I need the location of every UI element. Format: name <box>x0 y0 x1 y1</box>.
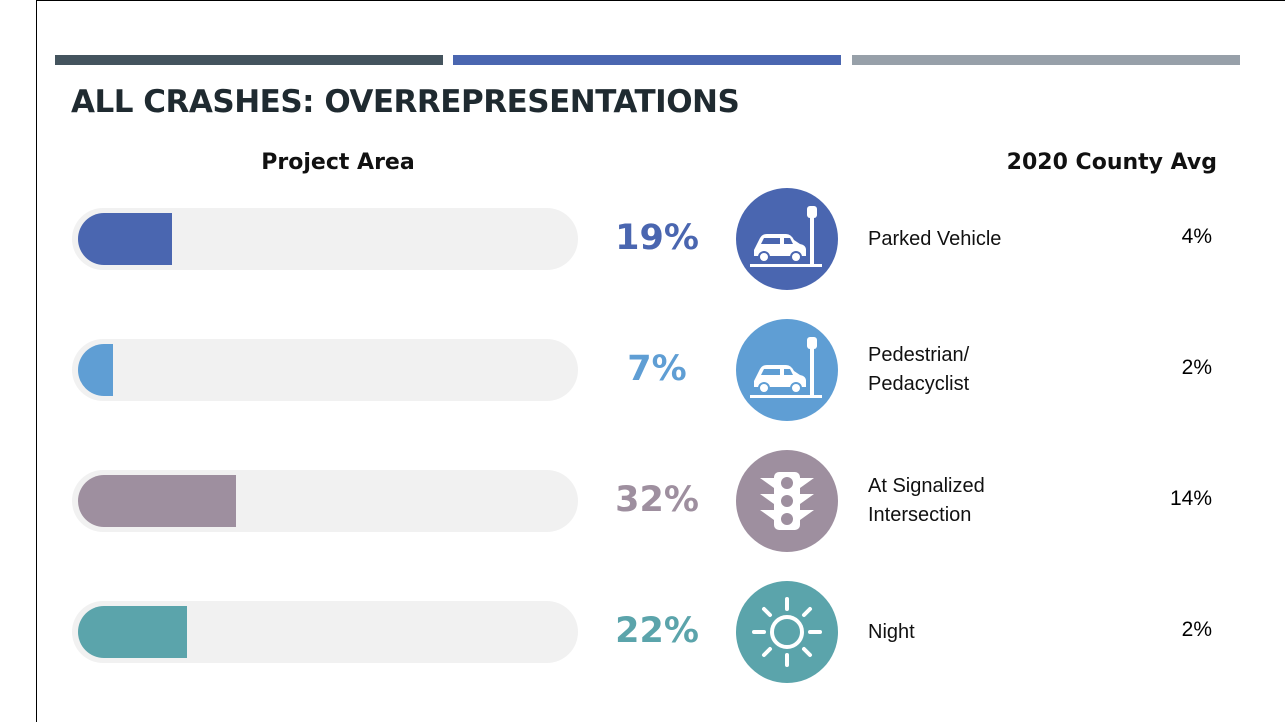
county-value: 14% <box>1169 487 1212 510</box>
bar <box>78 213 172 265</box>
value-label: 22% <box>615 611 699 651</box>
category-icon <box>736 188 838 290</box>
category-icon <box>736 319 838 421</box>
slide <box>36 0 1285 722</box>
chart-title: ALL CRASHES: OVERREPRESENTATIONS <box>71 84 740 120</box>
county-value: 2% <box>1181 356 1212 379</box>
category-icon <box>736 450 838 552</box>
value-label: 32% <box>615 480 699 520</box>
category-icon <box>736 581 838 683</box>
category-label: Pedestrian/ Pedacyclist <box>868 344 970 395</box>
county-value: 4% <box>1181 225 1212 248</box>
bar <box>78 475 237 527</box>
top-band <box>453 55 841 65</box>
top-band <box>852 55 1240 65</box>
county-value: 2% <box>1181 618 1212 641</box>
category-label: At Signalized Intersection <box>868 475 985 526</box>
category-label: Night <box>868 620 915 643</box>
bar <box>78 606 187 658</box>
bar <box>78 344 113 396</box>
column-header: 2020 County Avg <box>1006 150 1217 175</box>
top-band <box>55 55 443 65</box>
column-header: Project Area <box>261 150 415 175</box>
value-label: 7% <box>627 349 687 389</box>
bar-track <box>72 339 578 401</box>
category-label: Parked Vehicle <box>868 227 1002 250</box>
value-label: 19% <box>615 218 699 258</box>
